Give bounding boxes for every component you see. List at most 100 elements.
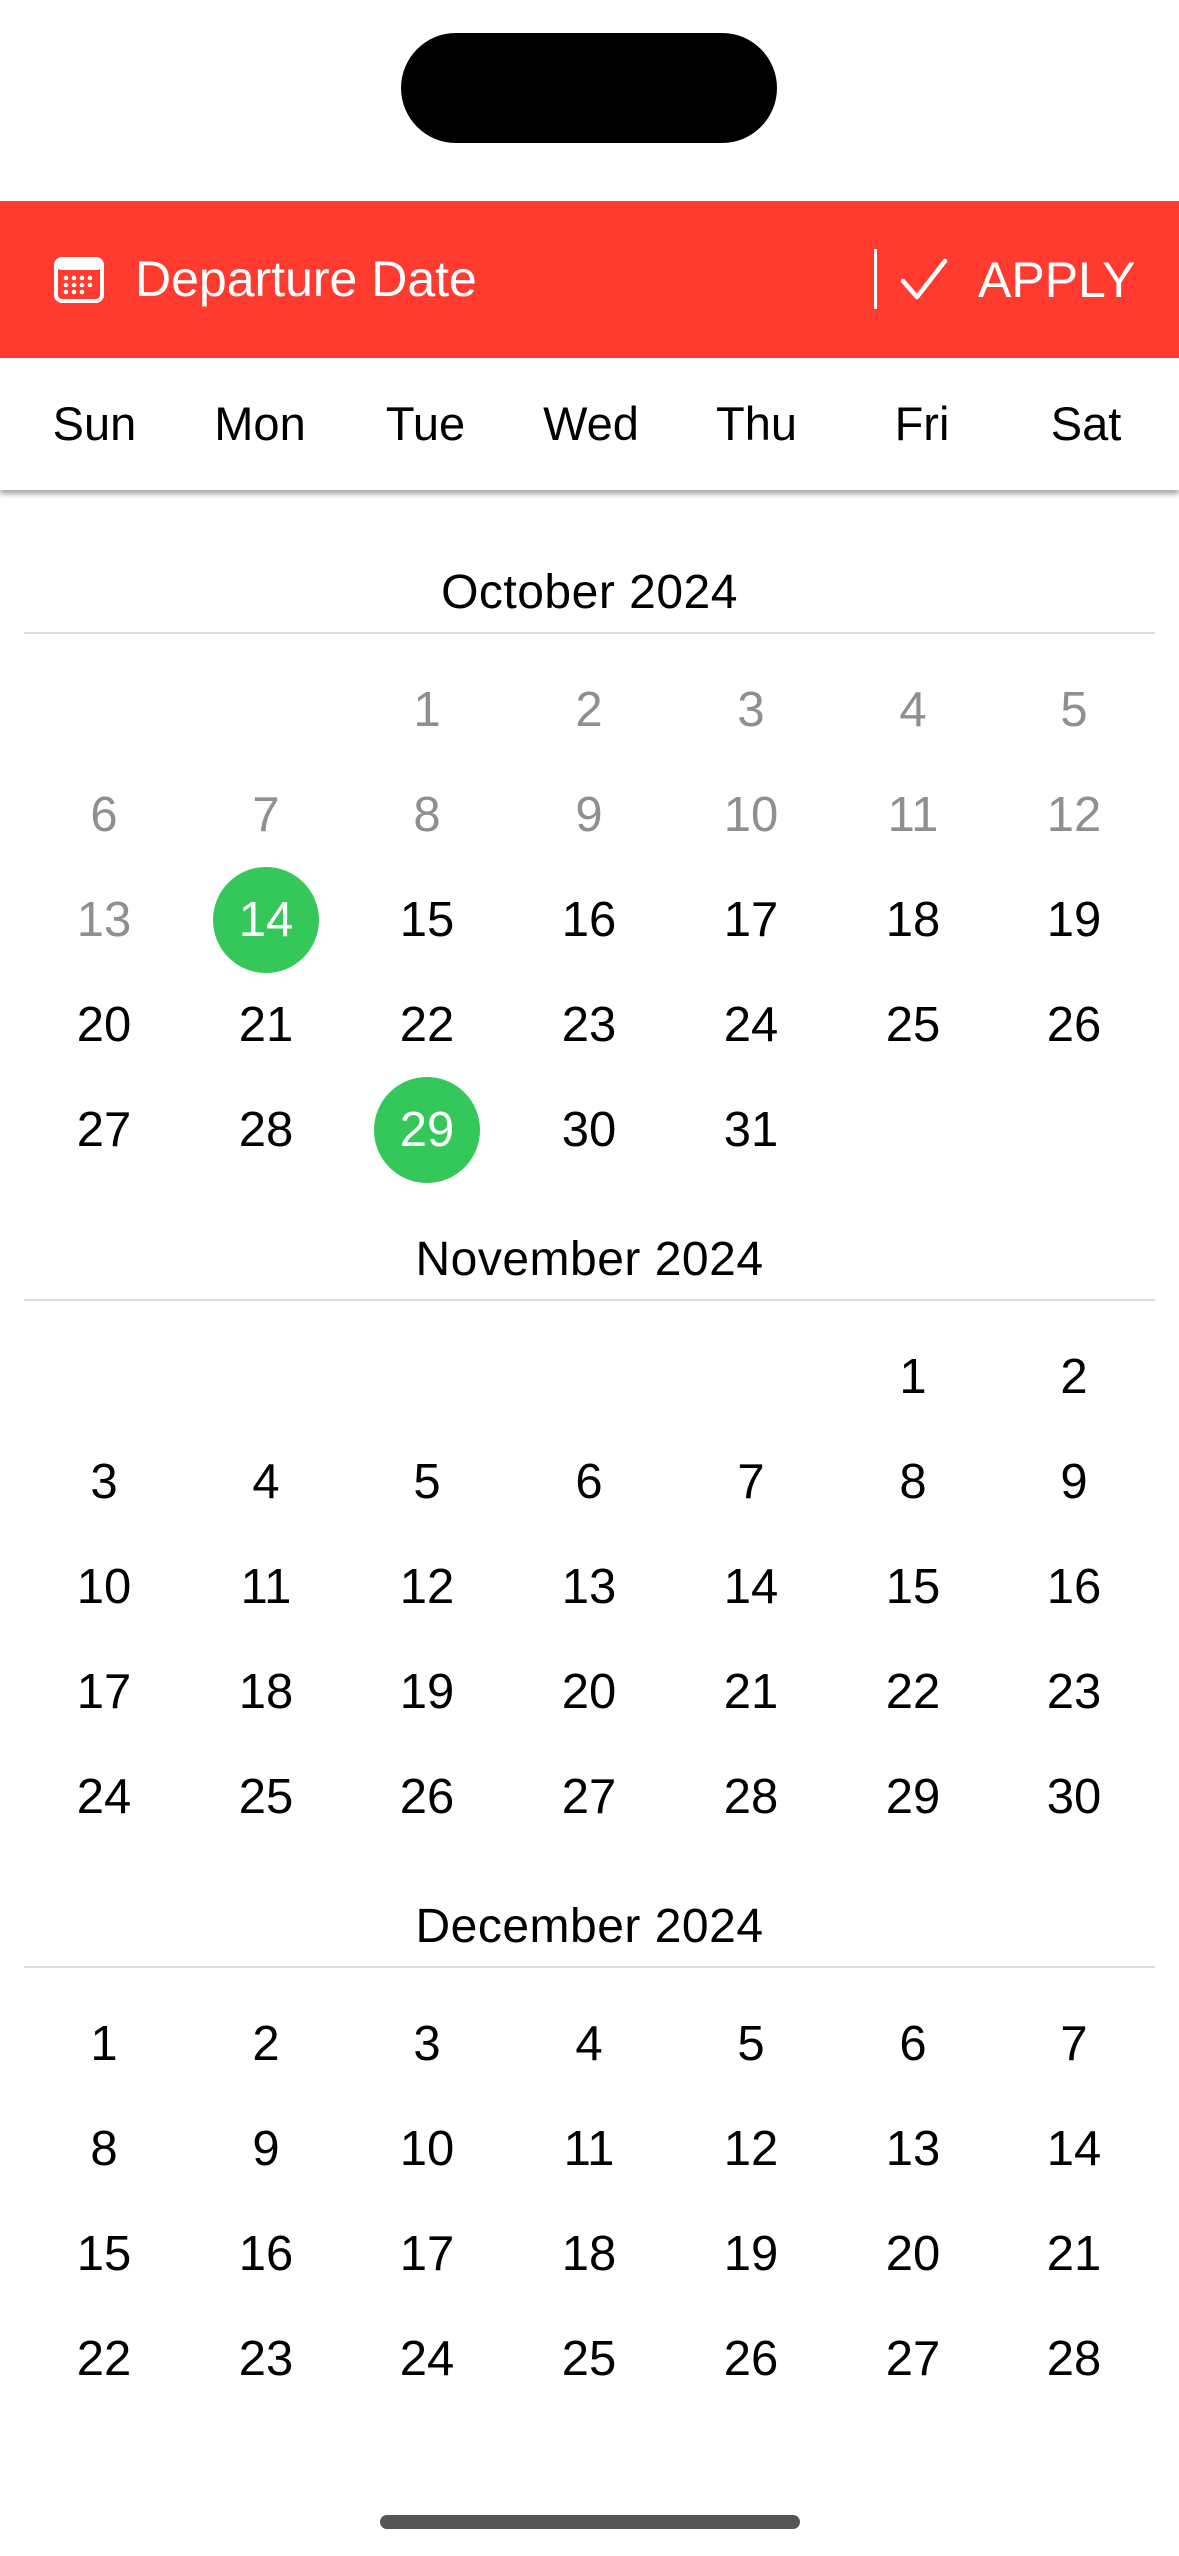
- calendar-day[interactable]: 1: [413, 683, 441, 737]
- calendar-day[interactable]: 27: [885, 2332, 941, 2386]
- calendar-day[interactable]: 2: [575, 683, 603, 737]
- calendar-day[interactable]: 15: [76, 2227, 132, 2281]
- calendar-day[interactable]: 10: [723, 788, 779, 842]
- calendar-day[interactable]: 6: [575, 1455, 603, 1509]
- calendar-day[interactable]: 5: [413, 1455, 441, 1509]
- calendar-day[interactable]: 20: [561, 1665, 617, 1719]
- calendar-day[interactable]: 18: [885, 893, 941, 947]
- calendar-day[interactable]: 7: [252, 788, 280, 842]
- calendar-day[interactable]: 2: [1060, 1350, 1088, 1404]
- calendar-day[interactable]: 1: [90, 2017, 118, 2071]
- calendar-day[interactable]: 4: [899, 683, 927, 737]
- calendar-day[interactable]: 8: [899, 1455, 927, 1509]
- calendar-day[interactable]: 19: [1046, 893, 1102, 947]
- calendar-day[interactable]: 7: [1060, 2017, 1088, 2071]
- checkmark-icon: [900, 258, 948, 299]
- calendar-day[interactable]: 27: [76, 1103, 132, 1157]
- calendar-day[interactable]: 22: [885, 1665, 941, 1719]
- calendar-day[interactable]: 27: [561, 1770, 617, 1824]
- calendar-day[interactable]: 12: [399, 1560, 455, 1614]
- calendar-day[interactable]: 10: [399, 2122, 455, 2176]
- calendar-day[interactable]: 8: [90, 2122, 118, 2176]
- calendar-day[interactable]: 9: [575, 788, 603, 842]
- calendar-day[interactable]: 25: [238, 1770, 294, 1824]
- calendar-day[interactable]: 15: [885, 1560, 941, 1614]
- calendar-day[interactable]: 16: [238, 2227, 294, 2281]
- date-picker-header: Departure Date APPLY: [0, 201, 1179, 358]
- calendar-day[interactable]: 23: [238, 2332, 294, 2386]
- calendar-day[interactable]: 14: [723, 1560, 779, 1614]
- calendar-day[interactable]: 17: [723, 893, 779, 947]
- weekday-label: Thu: [716, 397, 797, 450]
- calendar-day[interactable]: 28: [1046, 2332, 1102, 2386]
- weekday-label: Tue: [385, 397, 466, 450]
- calendar-icon: [54, 257, 104, 303]
- calendar-day[interactable]: 26: [399, 1770, 455, 1824]
- calendar-day[interactable]: 13: [561, 1560, 617, 1614]
- calendar-day[interactable]: 25: [561, 2332, 617, 2386]
- calendar-day[interactable]: 28: [238, 1103, 294, 1157]
- calendar-day[interactable]: 10: [76, 1560, 132, 1614]
- calendar-day[interactable]: 23: [561, 998, 617, 1052]
- calendar-day[interactable]: 11: [563, 2122, 615, 2176]
- calendar-day[interactable]: 11: [240, 1560, 292, 1614]
- calendar-day[interactable]: 21: [723, 1665, 779, 1719]
- calendar-day[interactable]: 19: [399, 1665, 455, 1719]
- calendar-day[interactable]: 20: [885, 2227, 941, 2281]
- calendar-day[interactable]: 14: [1046, 2122, 1102, 2176]
- calendar-day[interactable]: 16: [1046, 1560, 1102, 1614]
- calendar-day[interactable]: 5: [737, 2017, 765, 2071]
- calendar-day[interactable]: 24: [723, 998, 779, 1052]
- calendar-day-selected[interactable]: 14: [213, 867, 319, 973]
- header-title: Departure Date: [135, 251, 477, 307]
- header-divider: [874, 249, 877, 309]
- calendar-day[interactable]: 5: [1060, 683, 1088, 737]
- calendar-day[interactable]: 13: [76, 893, 132, 947]
- calendar-day[interactable]: 6: [899, 2017, 927, 2071]
- calendar-day[interactable]: 23: [1046, 1665, 1102, 1719]
- calendar-day[interactable]: 13: [885, 2122, 941, 2176]
- calendar-day[interactable]: 21: [1046, 2227, 1102, 2281]
- month-divider: [24, 632, 1155, 634]
- calendar-day[interactable]: 22: [76, 2332, 132, 2386]
- calendar-day[interactable]: 15: [399, 893, 455, 947]
- month-title: December 2024: [415, 1900, 764, 1953]
- calendar-day[interactable]: 2: [252, 2017, 280, 2071]
- calendar-day[interactable]: 26: [723, 2332, 779, 2386]
- calendar-day[interactable]: 24: [76, 1770, 132, 1824]
- calendar-day[interactable]: 18: [561, 2227, 617, 2281]
- calendar-day[interactable]: 12: [723, 2122, 779, 2176]
- apply-button[interactable]: APPLY: [900, 201, 1160, 358]
- calendar-day[interactable]: 1: [899, 1350, 927, 1404]
- calendar-day[interactable]: 4: [575, 2017, 603, 2071]
- calendar-day[interactable]: 3: [90, 1455, 118, 1509]
- calendar-day[interactable]: 4: [252, 1455, 280, 1509]
- calendar-day[interactable]: 9: [252, 2122, 280, 2176]
- calendar-day[interactable]: 22: [399, 998, 455, 1052]
- calendar-day-selected[interactable]: 29: [374, 1077, 480, 1183]
- calendar-day[interactable]: 16: [561, 893, 617, 947]
- calendar-day[interactable]: 18: [238, 1665, 294, 1719]
- calendar-day[interactable]: 30: [561, 1103, 617, 1157]
- calendar-day[interactable]: 19: [723, 2227, 779, 2281]
- calendar-day[interactable]: 7: [737, 1455, 765, 1509]
- calendar-day[interactable]: 25: [885, 998, 941, 1052]
- calendar-day[interactable]: 8: [413, 788, 441, 842]
- calendar-day[interactable]: 26: [1046, 998, 1102, 1052]
- calendar-day[interactable]: 29: [885, 1770, 941, 1824]
- calendar-day[interactable]: 3: [413, 2017, 441, 2071]
- calendar-day[interactable]: 30: [1046, 1770, 1102, 1824]
- calendar-day[interactable]: 20: [76, 998, 132, 1052]
- calendar-day[interactable]: 11: [887, 788, 939, 842]
- weekday-label: Fri: [894, 397, 950, 450]
- calendar-day[interactable]: 6: [90, 788, 118, 842]
- calendar-day[interactable]: 31: [723, 1103, 779, 1157]
- calendar-day[interactable]: 9: [1060, 1455, 1088, 1509]
- calendar-day[interactable]: 24: [399, 2332, 455, 2386]
- calendar-day[interactable]: 17: [76, 1665, 132, 1719]
- calendar-day[interactable]: 3: [737, 683, 765, 737]
- calendar-day[interactable]: 28: [723, 1770, 779, 1824]
- calendar-day[interactable]: 12: [1046, 788, 1102, 842]
- calendar-day[interactable]: 21: [238, 998, 294, 1052]
- calendar-day[interactable]: 17: [399, 2227, 455, 2281]
